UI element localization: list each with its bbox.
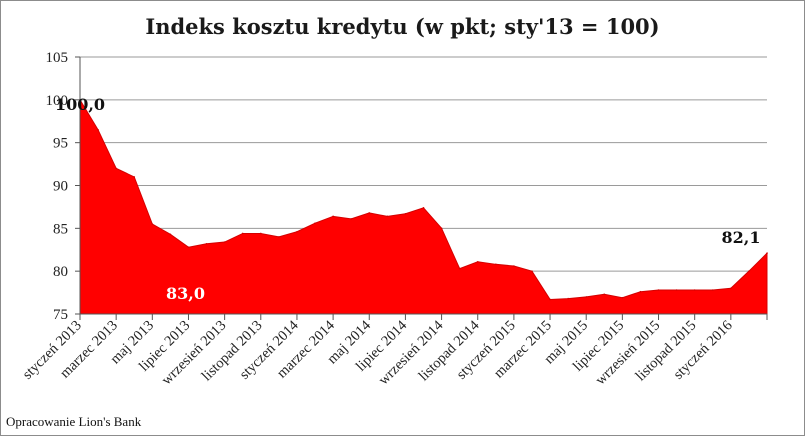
y-tick-label-75: 75 (53, 307, 68, 323)
data-point-2013-08 (205, 242, 208, 245)
area-series (79, 98, 768, 315)
data-point-2013-05 (151, 223, 154, 225)
data-point-2013-09 (223, 241, 226, 243)
data-point-2015-05 (585, 296, 588, 298)
data-point-2013-07 (187, 246, 190, 248)
y-tick-label-90: 90 (53, 179, 68, 195)
data-point-2014-12 (495, 263, 497, 266)
data-point-2014-03 (332, 215, 334, 218)
data-label-1: 83,0 (166, 284, 205, 303)
data-point-2014-06 (386, 215, 389, 218)
area-fill (79, 98, 768, 315)
data-point-2014-11 (476, 260, 479, 263)
data-point-2013-02 (97, 129, 99, 131)
data-point-2013-06 (169, 233, 172, 236)
data-point-2013-11 (259, 232, 262, 235)
data-point-2015-06 (603, 293, 606, 296)
y-tick-label-85: 85 (53, 221, 68, 237)
data-point-2016-03 (766, 252, 768, 254)
data-point-2014-01 (296, 230, 298, 233)
data-point-2013-10 (241, 232, 244, 235)
source-note: Opracowanie Lion's Bank (6, 414, 142, 429)
data-point-2016-01 (730, 287, 732, 290)
data-point-2014-08 (422, 206, 425, 209)
data-point-2014-05 (368, 212, 371, 214)
data-point-2015-11 (693, 289, 696, 291)
data-point-2014-04 (350, 218, 352, 220)
data-point-2016-02 (748, 270, 750, 272)
chart-title: Indeks kosztu kredytu (w pkt; sty'13 = 1… (145, 14, 660, 39)
y-tick-label-95: 95 (53, 136, 68, 152)
data-point-2015-02 (531, 270, 533, 272)
data-point-2013-04 (133, 176, 136, 178)
data-point-2013-03 (115, 167, 117, 170)
y-tick-label-100: 100 (46, 93, 69, 109)
y-tick-label-105: 105 (46, 50, 69, 66)
data-point-2015-08 (639, 290, 642, 293)
data-labels: 100,0 83,0 82,1 (55, 95, 761, 303)
data-point-2014-10 (458, 267, 461, 270)
data-point-2013-12 (278, 236, 280, 238)
y-tick-label-80: 80 (53, 264, 68, 280)
data-point-2015-04 (567, 297, 569, 300)
data-point-2015-01 (513, 265, 515, 267)
data-label-0: 100,0 (55, 95, 105, 114)
data-point-2014-07 (404, 212, 407, 215)
data-point-2014-09 (440, 227, 443, 230)
data-point-2015-07 (621, 296, 624, 299)
data-point-2015-10 (675, 289, 678, 291)
data-point-2014-02 (314, 222, 316, 224)
data-label-2: 82,1 (722, 228, 761, 247)
data-point-2015-09 (657, 289, 660, 291)
data-point-2015-12 (711, 289, 714, 291)
data-point-2015-03 (549, 298, 551, 301)
